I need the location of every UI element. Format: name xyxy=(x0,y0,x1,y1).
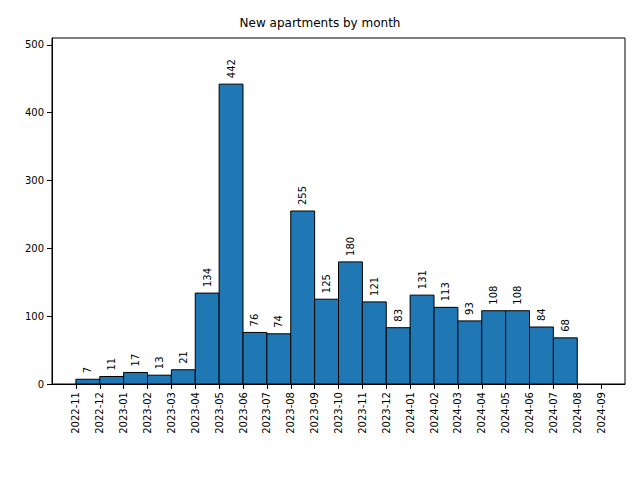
svg-text:442: 442 xyxy=(226,59,237,78)
svg-text:2024-01: 2024-01 xyxy=(405,392,416,434)
svg-text:2024-06: 2024-06 xyxy=(524,392,535,434)
svg-text:2023-07: 2023-07 xyxy=(261,392,272,434)
svg-text:2023-12: 2023-12 xyxy=(381,392,392,434)
svg-text:76: 76 xyxy=(249,314,260,327)
svg-text:113: 113 xyxy=(440,282,451,301)
svg-text:2023-05: 2023-05 xyxy=(214,392,225,434)
svg-text:2023-10: 2023-10 xyxy=(333,392,344,434)
svg-text:93: 93 xyxy=(464,302,475,315)
svg-text:255: 255 xyxy=(297,186,308,205)
svg-text:2024-02: 2024-02 xyxy=(429,392,440,434)
svg-text:11: 11 xyxy=(106,358,117,371)
svg-text:134: 134 xyxy=(202,268,213,287)
svg-text:17: 17 xyxy=(130,354,141,367)
svg-text:2024-04: 2024-04 xyxy=(476,392,487,434)
svg-text:74: 74 xyxy=(273,315,284,328)
svg-text:2023-03: 2023-03 xyxy=(166,392,177,434)
svg-text:108: 108 xyxy=(512,286,523,305)
svg-text:0: 0 xyxy=(38,379,44,390)
svg-text:2024-05: 2024-05 xyxy=(500,392,511,434)
svg-text:68: 68 xyxy=(560,319,571,332)
svg-text:2024-09: 2024-09 xyxy=(596,392,607,434)
svg-text:108: 108 xyxy=(488,286,499,305)
svg-text:2023-02: 2023-02 xyxy=(142,392,153,434)
svg-text:125: 125 xyxy=(321,274,332,293)
svg-text:180: 180 xyxy=(345,237,356,256)
svg-text:2024-07: 2024-07 xyxy=(548,392,559,434)
svg-text:2023-01: 2023-01 xyxy=(118,392,129,434)
svg-text:300: 300 xyxy=(25,175,44,186)
svg-text:7: 7 xyxy=(82,367,93,373)
svg-text:2024-03: 2024-03 xyxy=(452,392,463,434)
svg-text:131: 131 xyxy=(417,270,428,289)
svg-text:2023-09: 2023-09 xyxy=(309,392,320,434)
svg-text:2023-04: 2023-04 xyxy=(190,392,201,434)
svg-text:121: 121 xyxy=(369,277,380,296)
svg-text:2023-08: 2023-08 xyxy=(285,392,296,434)
svg-text:84: 84 xyxy=(536,308,547,321)
svg-text:2023-11: 2023-11 xyxy=(357,392,368,434)
svg-text:New apartments by month: New apartments by month xyxy=(240,16,401,30)
svg-text:2022-11: 2022-11 xyxy=(70,392,81,434)
svg-text:2024-08: 2024-08 xyxy=(572,392,583,434)
svg-text:83: 83 xyxy=(393,309,404,322)
svg-text:400: 400 xyxy=(25,107,44,118)
svg-text:2022-12: 2022-12 xyxy=(94,392,105,434)
svg-text:200: 200 xyxy=(25,243,44,254)
svg-text:21: 21 xyxy=(178,351,189,364)
svg-text:2023-06: 2023-06 xyxy=(238,392,249,434)
svg-text:13: 13 xyxy=(154,356,165,369)
svg-text:500: 500 xyxy=(25,39,44,50)
svg-text:100: 100 xyxy=(25,311,44,322)
